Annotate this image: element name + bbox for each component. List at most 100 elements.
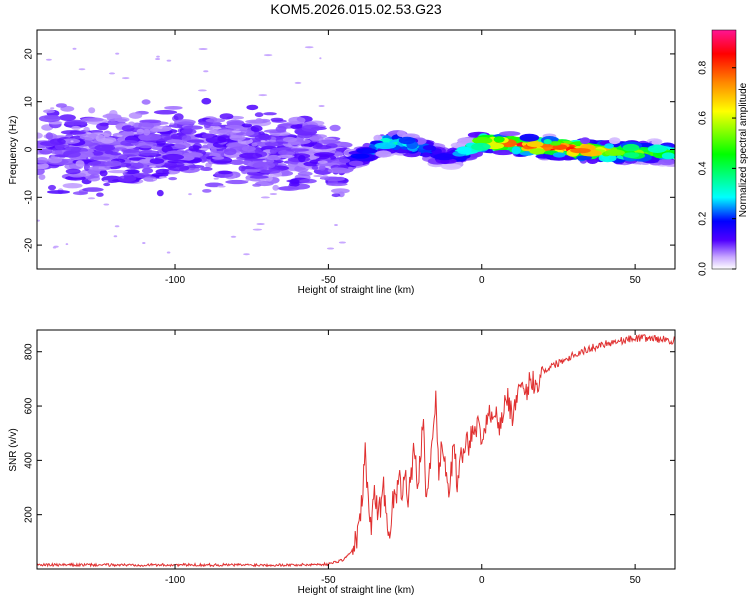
spectrogram-cell bbox=[156, 55, 160, 58]
spectrogram-cell bbox=[252, 183, 262, 187]
spectrogram-cell bbox=[169, 122, 174, 125]
snr-marks bbox=[37, 333, 675, 568]
snr-series-line bbox=[37, 333, 675, 568]
spectrogram-cell bbox=[107, 170, 128, 174]
spectrogram-cell bbox=[198, 48, 208, 50]
spectrogram-cell bbox=[348, 160, 364, 167]
spectrogram-cell bbox=[317, 160, 328, 164]
y-tick-label: 400 bbox=[24, 452, 35, 469]
spectrogram-cell bbox=[259, 169, 281, 174]
y-tick-label: 200 bbox=[24, 506, 35, 523]
spectrogram-cell bbox=[188, 193, 192, 196]
spectrogram-cell bbox=[75, 160, 85, 167]
spectrogram-cell bbox=[212, 156, 225, 160]
spectrogram-cell bbox=[43, 109, 55, 114]
spectrogram-cell bbox=[275, 125, 287, 133]
spectrogram-cell bbox=[134, 141, 158, 149]
spectrogram-cell bbox=[138, 150, 159, 156]
spectrogram-cell bbox=[64, 119, 88, 126]
x-tick-label: 0 bbox=[479, 275, 485, 286]
spectrogram-cell bbox=[255, 118, 263, 124]
spectrogram-cell bbox=[53, 245, 59, 248]
spectrogram-cell bbox=[225, 179, 249, 185]
spectrogram-cell bbox=[149, 128, 161, 133]
spectrogram-cell bbox=[580, 137, 591, 145]
spectrogram-cell bbox=[609, 137, 621, 145]
x-tick-label: 50 bbox=[630, 275, 642, 286]
spectrogram-cell bbox=[117, 175, 137, 182]
spectrogram-cell bbox=[331, 188, 350, 194]
spectrogram-cell bbox=[78, 68, 86, 71]
spectrogram-cell bbox=[231, 130, 242, 133]
spectrogram-cell bbox=[82, 187, 104, 192]
spectrogram-cell bbox=[108, 72, 116, 75]
spectrogram-cell bbox=[120, 140, 139, 147]
spectrogram-cell bbox=[128, 121, 135, 126]
spectrogram-cell bbox=[166, 251, 171, 254]
spectrogram-x-ticks: -100 -50 0 50 bbox=[165, 30, 641, 286]
spectrogram-cell bbox=[258, 94, 268, 97]
colorbar-tick-label: 0.4 bbox=[698, 161, 709, 175]
spectrogram-cell bbox=[225, 124, 244, 129]
spectrogram-cell bbox=[219, 113, 234, 120]
spectrogram-cell bbox=[38, 115, 61, 123]
colorbar: 0.0 0.2 0.4 0.6 0.8 Normalized spectral ampl… bbox=[698, 29, 749, 276]
spectrogram-cell bbox=[182, 152, 204, 158]
spectrogram-cell bbox=[269, 193, 278, 195]
spectrogram-cell bbox=[246, 104, 259, 111]
spectrogram-cell bbox=[200, 167, 213, 171]
spectrogram-cell bbox=[350, 153, 370, 159]
y-tick-label: -10 bbox=[24, 190, 35, 205]
spectrogram-cell bbox=[324, 176, 345, 182]
spectrogram-cell bbox=[113, 147, 127, 151]
spectrogram-cell bbox=[251, 142, 258, 147]
spectrogram-cell bbox=[598, 153, 617, 163]
spectrogram-cell bbox=[499, 131, 521, 137]
spectrogram-cell bbox=[70, 140, 74, 143]
spectrogram-cell bbox=[91, 151, 104, 156]
spectrogram-cell bbox=[230, 235, 237, 238]
spectrogram-cell bbox=[123, 169, 140, 175]
spectrogram-cell bbox=[47, 156, 63, 164]
spectrogram-cell bbox=[91, 156, 111, 160]
spectrogram-cell bbox=[218, 170, 233, 175]
spectrogram-cell bbox=[113, 235, 118, 238]
spectrogram-cell bbox=[245, 179, 250, 182]
spectrogram-cell bbox=[252, 161, 276, 170]
spectrogram-cell bbox=[212, 127, 222, 130]
spectrogram-cell bbox=[121, 125, 135, 132]
spectrogram-cell bbox=[128, 112, 143, 119]
spectrogram-cell bbox=[294, 81, 302, 84]
y-tick-label: -20 bbox=[24, 237, 35, 252]
spectrogram-cell bbox=[50, 107, 55, 110]
spectrogram-cell bbox=[471, 142, 491, 151]
spectrogram-cell bbox=[657, 158, 675, 166]
spectrogram-cell bbox=[48, 184, 56, 191]
spectrogram-cell bbox=[213, 177, 219, 180]
colorbar-tick-label: 0.2 bbox=[698, 211, 709, 225]
spectrogram-cell bbox=[326, 182, 348, 187]
spectrogram-cell bbox=[116, 134, 123, 137]
spectrogram-cell bbox=[519, 133, 540, 142]
spectrogram-cell bbox=[148, 165, 157, 168]
spectrogram-cell bbox=[623, 152, 640, 159]
spectrogram-cell bbox=[326, 247, 335, 250]
spectrogram-cell bbox=[312, 145, 332, 150]
snr-panel: -100 -50 0 50 200 400 600 800 Height of straig… bbox=[8, 329, 676, 596]
spectrogram-cell bbox=[260, 140, 266, 143]
spectrogram-cell bbox=[39, 148, 53, 155]
colorbar-tick-label: 0.8 bbox=[698, 60, 709, 74]
spectrogram-cell bbox=[339, 158, 351, 164]
spectrogram-cell bbox=[96, 122, 109, 131]
spectrogram-cell bbox=[331, 193, 341, 198]
spectrogram-cell bbox=[152, 143, 175, 147]
spectrogram-cell bbox=[201, 97, 212, 105]
spectrogram-cell bbox=[421, 152, 431, 158]
snr-y-label: SNR (v/v) bbox=[8, 428, 19, 471]
spectrogram-cell bbox=[188, 145, 202, 152]
colorbar-gradient bbox=[711, 29, 737, 270]
spectrogram-cell bbox=[661, 152, 675, 160]
spectrogram-cell bbox=[511, 146, 521, 155]
spectrogram-cell bbox=[493, 136, 505, 143]
